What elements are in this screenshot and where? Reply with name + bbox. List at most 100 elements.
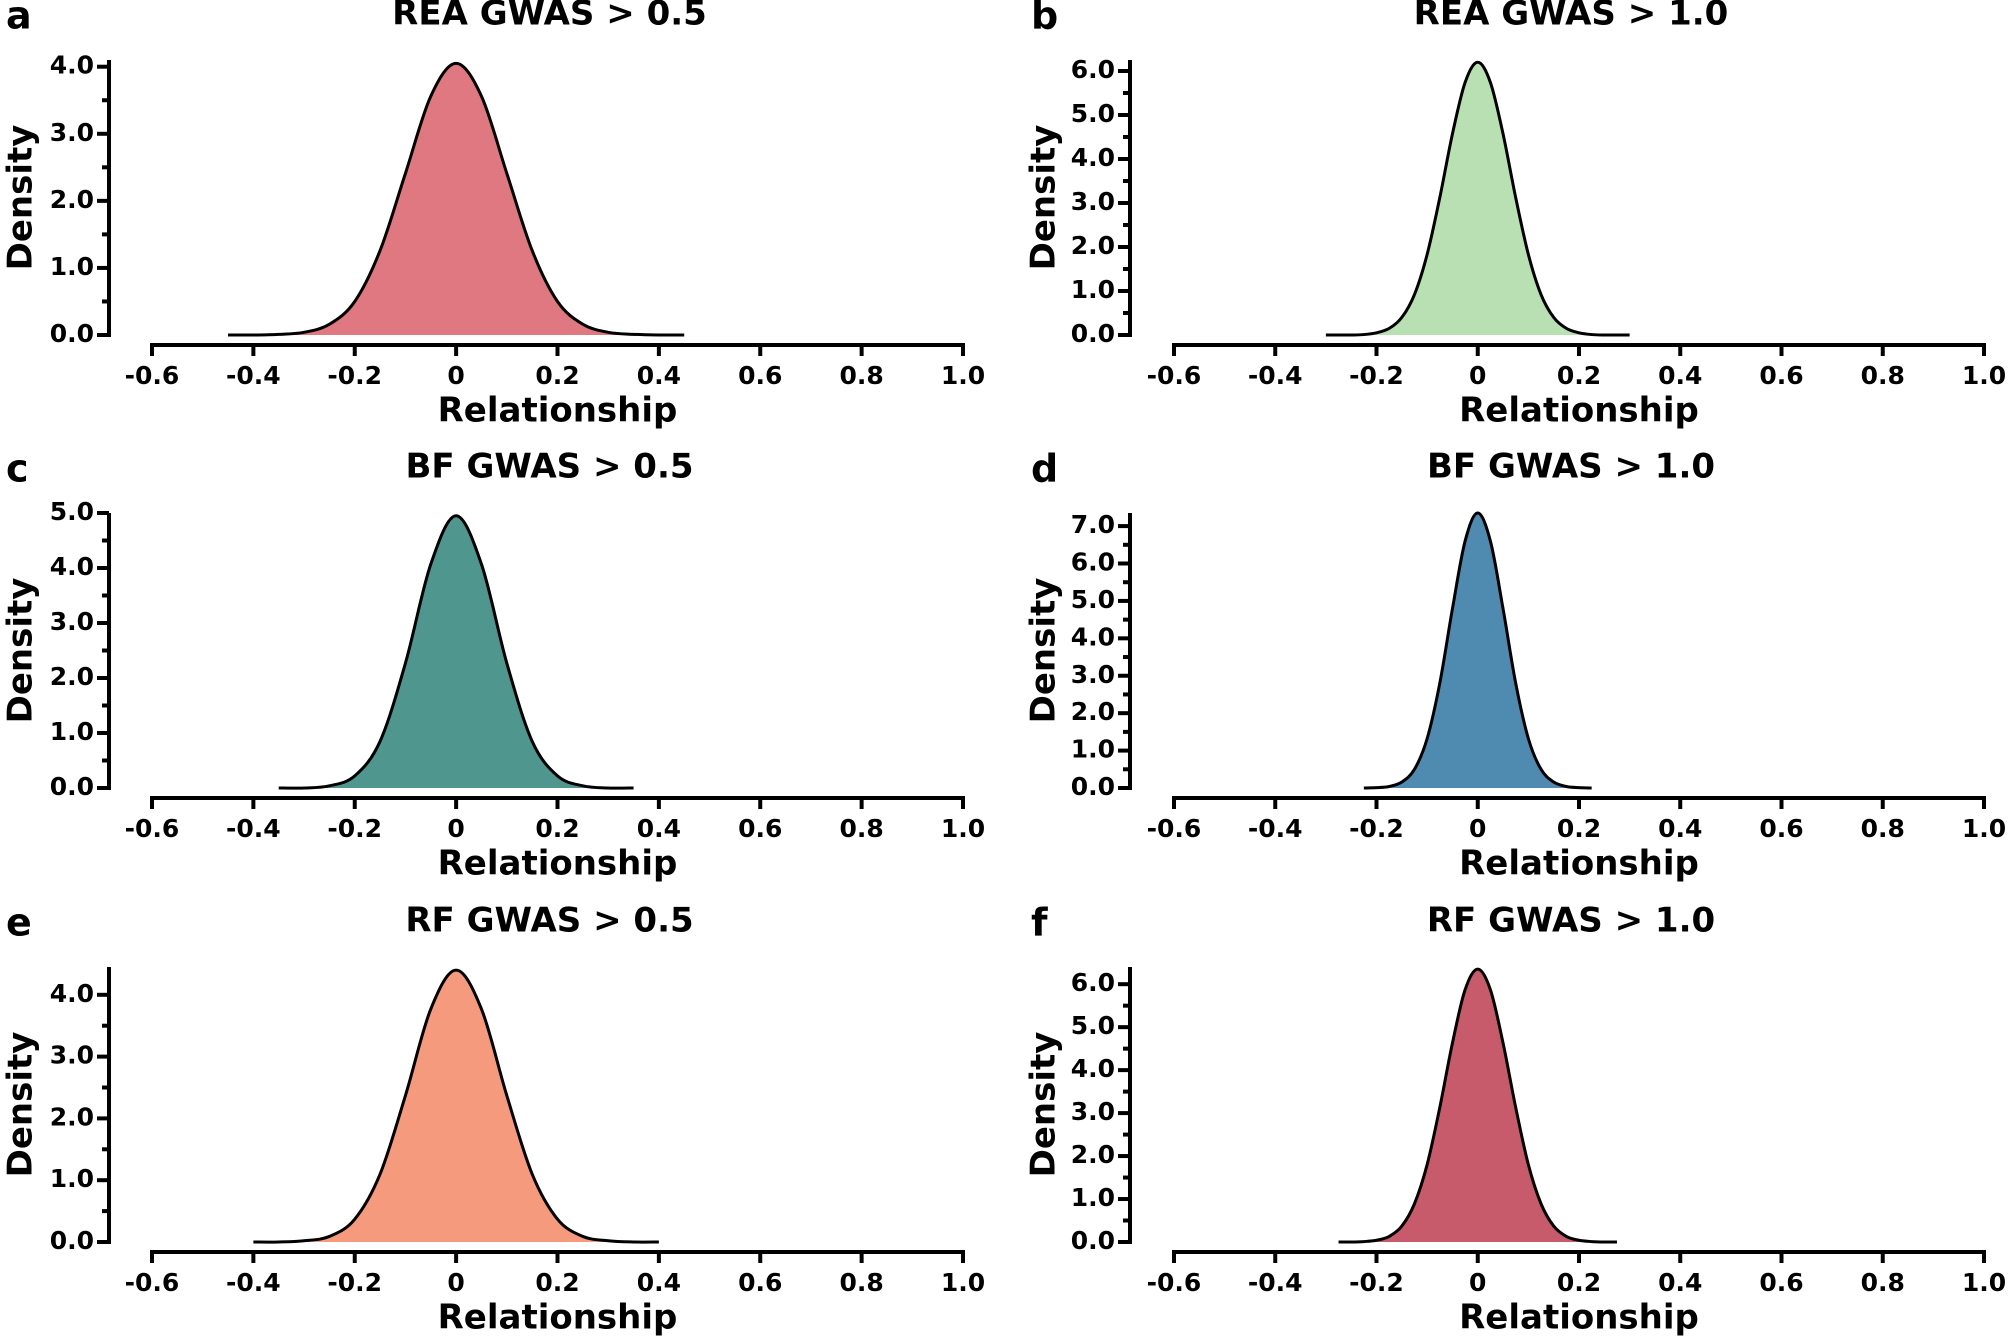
panel-label: b [1031,0,1058,38]
y-tick-label: 0.0 [1071,1226,1115,1255]
x-tick-label: -0.4 [1248,814,1303,843]
y-tick-label: 0.0 [50,772,94,801]
x-tick-label: 0 [1469,814,1486,843]
x-tick-label: 0.6 [738,361,782,390]
x-axis-label: Relationship [1459,391,1699,431]
x-axis-label: Relationship [1459,1298,1699,1338]
y-tick-label: 5.0 [1071,99,1115,128]
x-tick-label: -0.6 [125,1268,180,1297]
y-tick-label: 3.0 [1071,1097,1115,1126]
y-tick-label: 5.0 [1071,1011,1115,1040]
y-tick-label: 2.0 [50,662,94,691]
y-axis-label: Density [1,578,41,724]
y-tick-label: 3.0 [50,118,94,147]
chart-title: RF GWAS > 0.5 [405,901,693,941]
y-tick-label: 2.0 [1071,231,1115,260]
x-tick-label: 0 [1469,361,1486,390]
y-tick-label: 1.0 [1071,1183,1115,1212]
y-tick-label: 2.0 [50,1102,94,1131]
density-area [228,63,685,336]
y-tick-label: 1.0 [50,717,94,746]
density-area [253,970,659,1243]
x-tick-label: -0.6 [125,814,180,843]
x-tick-label: 0.4 [637,814,681,843]
x-tick-label: 1.0 [1962,1268,2006,1297]
x-tick-label: 0.6 [738,1268,782,1297]
y-tick-label: 5.0 [50,497,94,526]
density-line [1338,967,1617,1244]
x-tick-label: 0.4 [1658,1268,1702,1297]
panel-label: a [6,0,32,38]
x-tick-label: 0.8 [839,361,883,390]
x-tick-label: -0.2 [327,1268,382,1297]
x-tick-label: -0.2 [327,361,382,390]
x-tick-label: 0.8 [1861,361,1905,390]
x-tick-label: 0.6 [738,814,782,843]
y-tick-label: 4.0 [50,51,94,80]
y-tick-label: 2.0 [1071,697,1115,726]
chart-title: REA GWAS > 0.5 [392,0,707,34]
y-tick-label: 0.0 [50,319,94,348]
panel-label: e [6,901,32,945]
x-tick-label: -0.4 [226,1268,281,1297]
y-tick-label: 1.0 [50,252,94,281]
x-tick-label: 0.6 [1759,1268,1803,1297]
x-axis-label: Relationship [438,391,678,431]
x-tick-label: 0.4 [1658,361,1702,390]
y-tick-label: 1.0 [1071,735,1115,764]
density-line [278,514,634,790]
x-tick-label: 0.8 [839,814,883,843]
panel-label: c [6,447,29,491]
y-axis-label: Density [1,1032,41,1178]
x-tick-label: 0 [447,1268,464,1297]
y-tick-label: 3.0 [1071,187,1115,216]
x-tick-label: -0.2 [1349,1268,1404,1297]
y-tick-label: 0.0 [1071,319,1115,348]
chart-title: REA GWAS > 1.0 [1414,0,1729,34]
x-tick-label: 1.0 [1962,814,2006,843]
x-tick-label: -0.4 [1248,361,1303,390]
density-area [1338,969,1617,1243]
x-tick-label: 0.2 [535,361,579,390]
y-axis-label: Density [1024,125,1064,271]
density-area [1325,62,1630,336]
x-tick-label: 1.0 [941,361,985,390]
density-line [1363,511,1592,790]
x-tick-label: 0.4 [1658,814,1702,843]
x-axis-label: Relationship [438,844,678,884]
panel-label: f [1031,901,1048,945]
y-axis-label: Density [1024,578,1064,724]
y-tick-label: 3.0 [50,607,94,636]
x-tick-label: 0.6 [1759,814,1803,843]
x-tick-label: 0.2 [1557,1268,1601,1297]
y-tick-label: 4.0 [1071,143,1115,172]
y-tick-label: 2.0 [50,185,94,214]
x-tick-label: 0.4 [637,361,681,390]
chart-title: BF GWAS > 0.5 [405,447,693,487]
y-tick-label: 2.0 [1071,1140,1115,1169]
y-tick-label: 7.0 [1071,510,1115,539]
density-line [1325,60,1630,337]
x-tick-label: -0.4 [226,814,281,843]
y-tick-label: 4.0 [1071,622,1115,651]
y-tick-label: 4.0 [50,979,94,1008]
chart-title: BF GWAS > 1.0 [1427,447,1715,487]
x-tick-label: 0.8 [1861,814,1905,843]
x-tick-label: 0.2 [535,814,579,843]
y-tick-label: 6.0 [1071,548,1115,577]
y-axis-label: Density [1024,1032,1064,1178]
y-tick-label: 5.0 [1071,585,1115,614]
y-axis-label: Density [1,125,41,271]
x-tick-label: 1.0 [941,1268,985,1297]
x-tick-label: -0.4 [1248,1268,1303,1297]
x-tick-label: 0.2 [535,1268,579,1297]
x-tick-label: 0.6 [1759,361,1803,390]
y-tick-label: 1.0 [1071,275,1115,304]
x-tick-label: 0 [447,361,464,390]
x-axis-label: Relationship [1459,844,1699,884]
y-tick-label: 3.0 [1071,660,1115,689]
x-tick-label: 1.0 [1962,361,2006,390]
density-line [228,61,685,337]
x-tick-label: 0.2 [1557,814,1601,843]
y-tick-label: 3.0 [50,1041,94,1070]
